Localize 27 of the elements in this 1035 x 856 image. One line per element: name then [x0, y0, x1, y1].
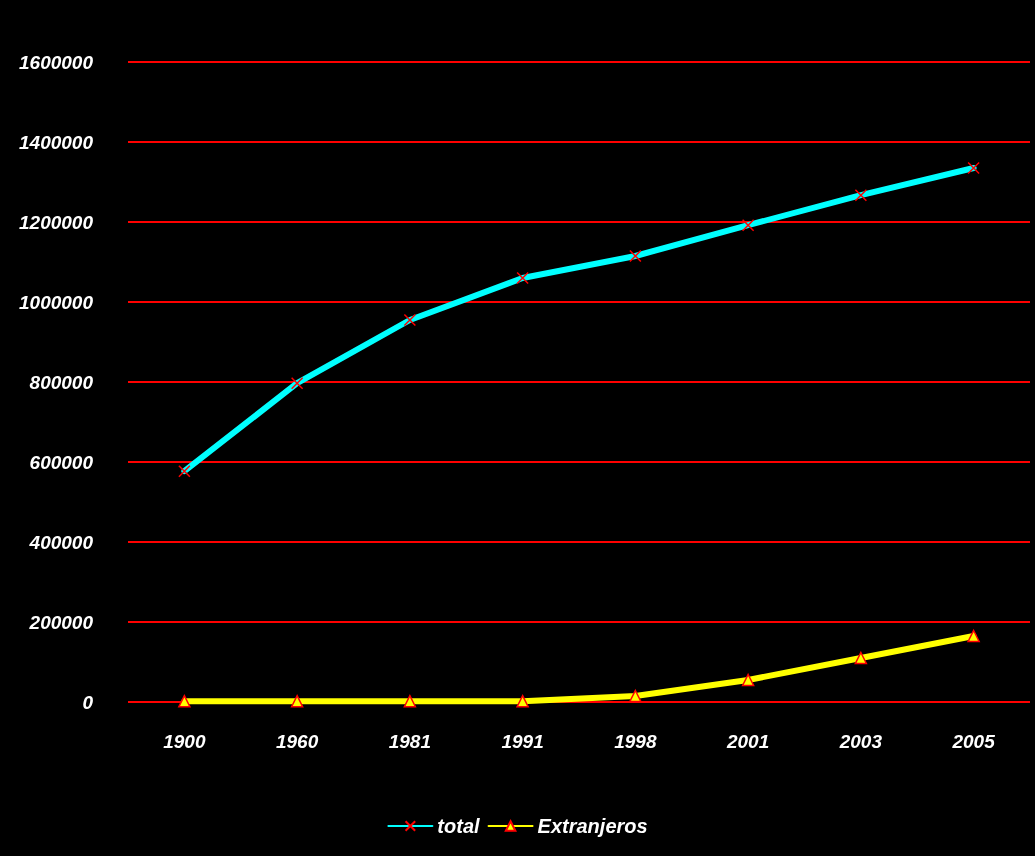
- y-tick-label: 800000: [29, 371, 94, 393]
- legend-label: total: [437, 815, 481, 837]
- y-tick-label: 1000000: [19, 291, 94, 313]
- x-tick-label: 2003: [838, 731, 883, 752]
- point: [403, 694, 417, 708]
- x-tick-label: 1998: [614, 731, 657, 752]
- point: [629, 689, 642, 703]
- x-tick-label: 1991: [501, 731, 544, 752]
- point: [178, 694, 191, 708]
- y-tick-label: 0: [82, 691, 94, 713]
- legend-label: Extranjeros: [537, 815, 648, 837]
- x-tick-label: 1900: [163, 731, 206, 752]
- point: [854, 651, 868, 665]
- x-tick-label: 2005: [951, 731, 996, 752]
- point: [290, 694, 304, 708]
- point: [967, 629, 980, 643]
- x-tick-label: 1981: [388, 731, 432, 752]
- y-tick-label: 1600000: [19, 51, 94, 73]
- y-tick-label: 600000: [29, 451, 94, 473]
- x-tick-label: 2001: [725, 731, 770, 752]
- y-tick-label: 400000: [28, 531, 94, 553]
- y-tick-label: 1400000: [19, 131, 94, 153]
- y-tick-label: 1200000: [19, 211, 94, 233]
- y-tick-label: 200000: [28, 611, 94, 633]
- x-tick-label: 1960: [275, 731, 319, 752]
- point: [741, 673, 755, 687]
- point: [516, 694, 529, 708]
